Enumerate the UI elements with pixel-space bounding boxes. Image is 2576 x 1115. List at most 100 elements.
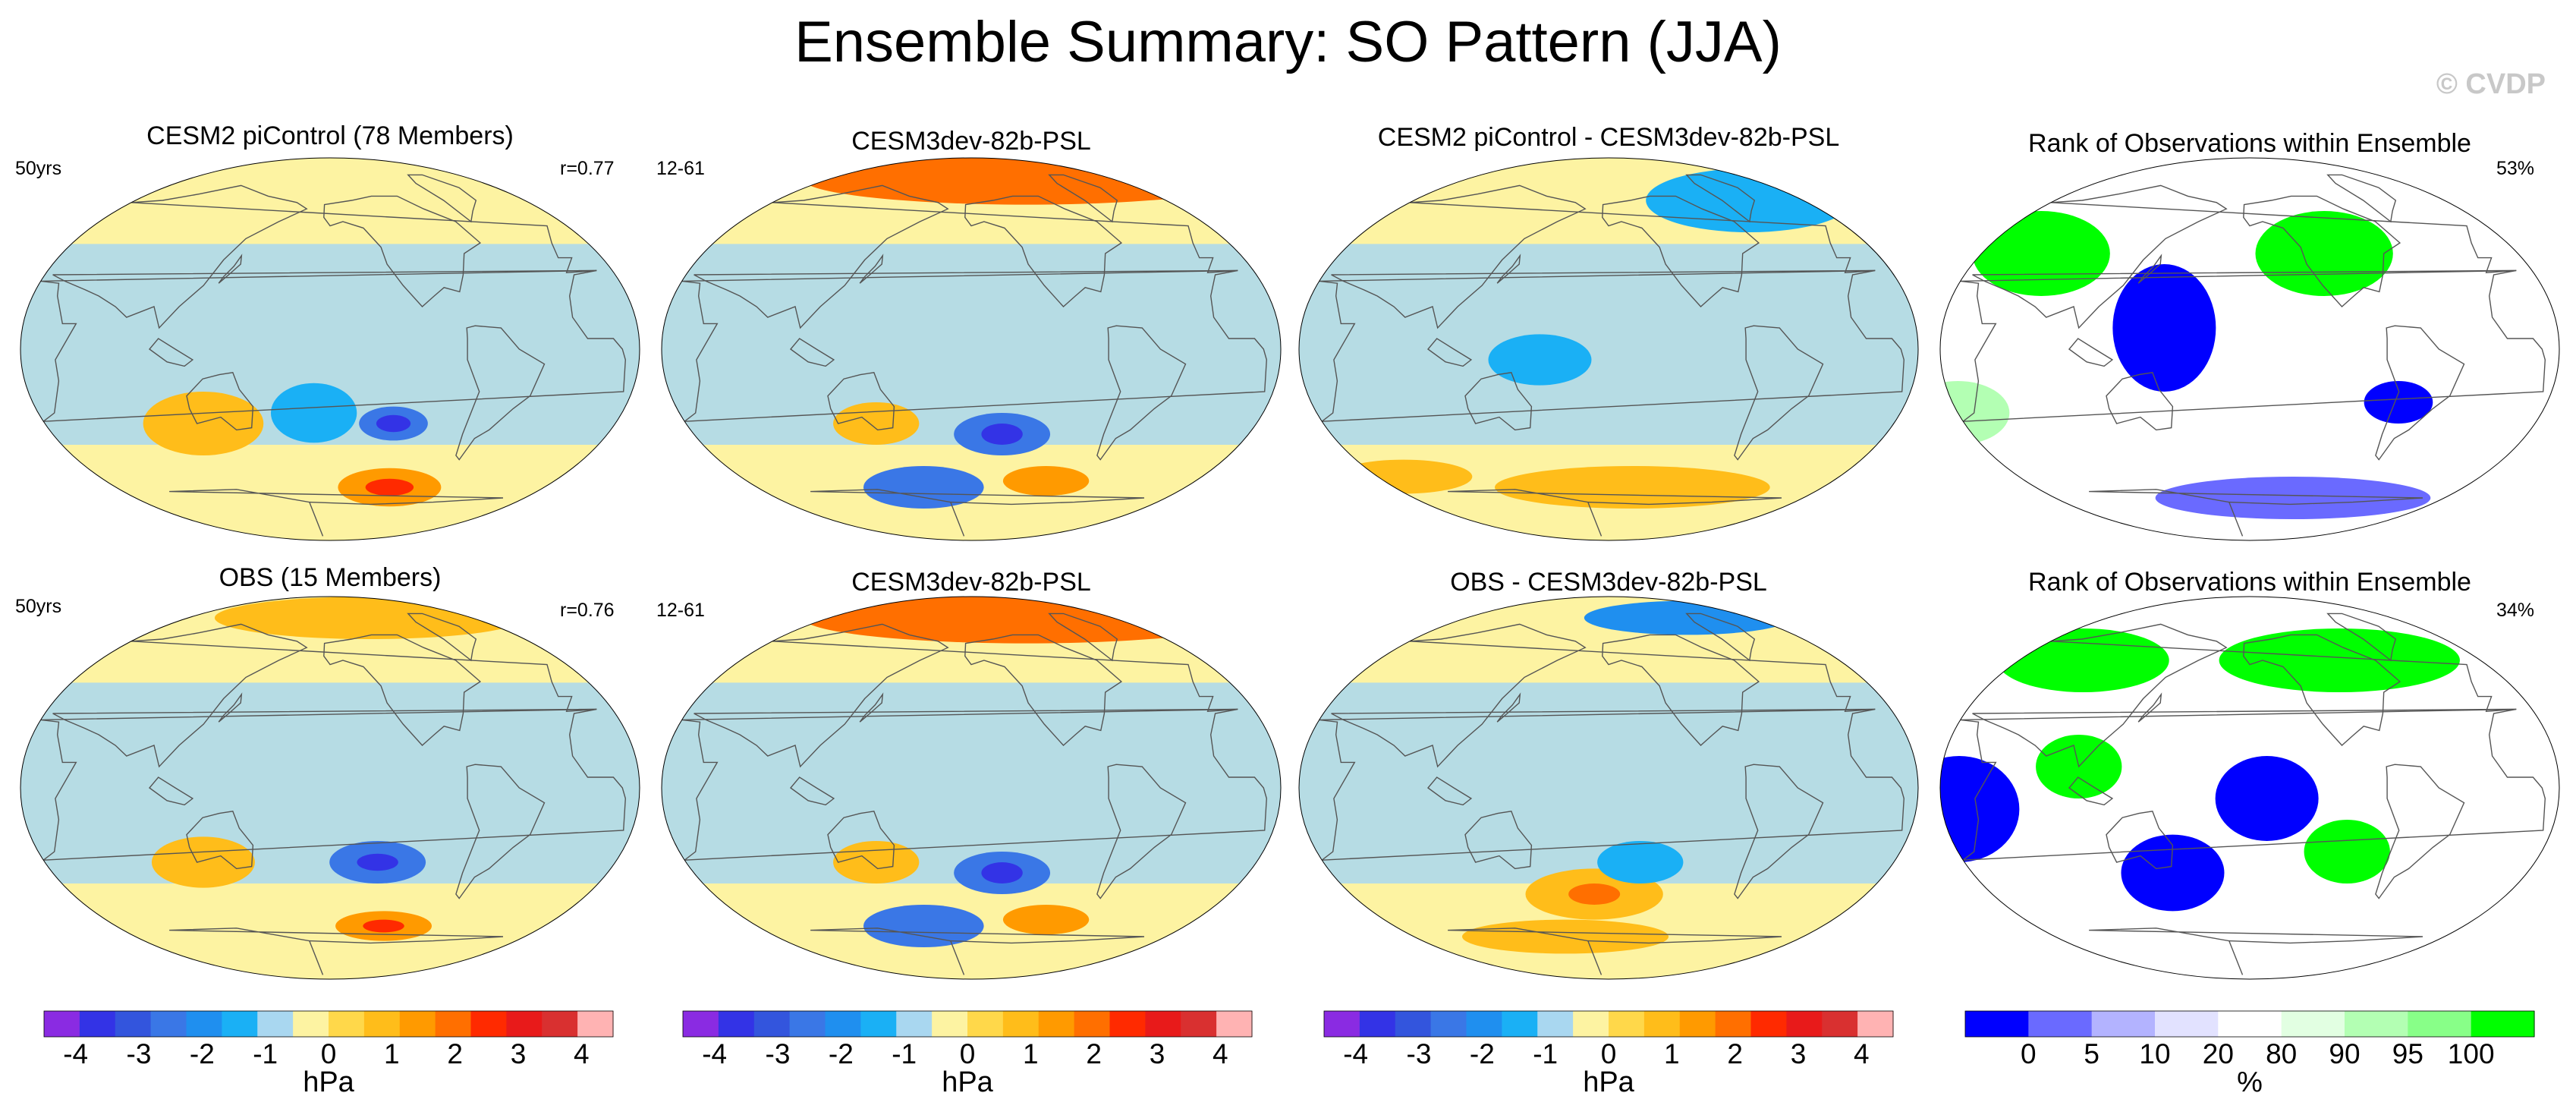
colorbar-tick-label: 0 bbox=[959, 1038, 976, 1069]
coastline-6 bbox=[1685, 613, 1756, 662]
colorbar-swatch-8 bbox=[329, 1011, 365, 1037]
map-panel-3 bbox=[1298, 157, 1919, 541]
colorbar-tick-label: -4 bbox=[702, 1038, 728, 1069]
colorbar-swatch-13 bbox=[1145, 1011, 1181, 1037]
map-outline bbox=[20, 596, 640, 980]
coastline-8 bbox=[2137, 254, 2162, 284]
map-feature-0 bbox=[2112, 264, 2216, 392]
coastline-7 bbox=[789, 776, 835, 806]
map-feature-3 bbox=[1002, 905, 1090, 935]
coastline-4 bbox=[827, 811, 895, 870]
map-outline bbox=[20, 157, 640, 541]
coastline-1 bbox=[2375, 764, 2465, 899]
coastline-6 bbox=[1048, 613, 1118, 662]
coastline-5 bbox=[2089, 489, 2423, 537]
colorbar-swatch-12 bbox=[1109, 1011, 1146, 1037]
map-panel-2 bbox=[661, 157, 1282, 541]
map-feature-0 bbox=[1646, 169, 1853, 232]
colorbar-swatch-14 bbox=[542, 1011, 578, 1037]
map-feature-2 bbox=[1972, 211, 2110, 296]
colorbar-tick-label: 10 bbox=[2139, 1038, 2171, 1069]
coastline-0 bbox=[1602, 195, 1760, 307]
colorbar-frame bbox=[43, 1010, 614, 1038]
map-feature-2 bbox=[357, 853, 398, 871]
coastline-2 bbox=[1972, 623, 2517, 768]
colorbar-swatch-7 bbox=[2408, 1011, 2472, 1037]
map-feature-4 bbox=[363, 919, 404, 933]
colorbar-swatch-13 bbox=[506, 1011, 543, 1037]
colorbar-swatch-8 bbox=[1609, 1011, 1645, 1037]
coastline-8 bbox=[218, 254, 243, 284]
colorbar-tick-label: -1 bbox=[1533, 1038, 1558, 1069]
map-outline bbox=[1298, 157, 1919, 541]
colorbar-1-units: hPa bbox=[303, 1066, 354, 1098]
coastline-0 bbox=[2243, 195, 2401, 307]
coastline-4 bbox=[186, 372, 254, 431]
coastline-3 bbox=[681, 708, 1268, 861]
colorbar-swatch-7 bbox=[1573, 1011, 1609, 1037]
map-panel-6 bbox=[661, 596, 1282, 980]
coastline-5 bbox=[810, 489, 1145, 537]
map-feature-3 bbox=[1597, 841, 1684, 883]
panel-title-1: CESM2 piControl (78 Members) bbox=[146, 121, 514, 150]
coastline-0 bbox=[964, 195, 1123, 307]
colorbar-4-ticks: 0 5 10 20 80 90 95 100 bbox=[1965, 1038, 2534, 1076]
coastline-0 bbox=[1602, 634, 1760, 746]
panel-title-6: CESM3dev-82b-PSL bbox=[851, 568, 1091, 597]
cvdp-watermark: © CVDP bbox=[2436, 68, 2546, 100]
colorbar-swatch-6 bbox=[1537, 1011, 1574, 1037]
coastline-3 bbox=[40, 269, 627, 423]
coastline-8 bbox=[1496, 692, 1521, 723]
colorbar-tick-label: -4 bbox=[63, 1038, 89, 1069]
panel-right-label-4: 53% bbox=[2496, 158, 2535, 179]
coastline-5 bbox=[2089, 928, 2423, 975]
colorbar-tick-label: 4 bbox=[574, 1038, 590, 1069]
coastline-1 bbox=[455, 325, 546, 461]
colorbar-2 bbox=[682, 1010, 1253, 1038]
map-base-band bbox=[662, 682, 1281, 883]
map-outline bbox=[1939, 157, 2560, 541]
coastline-5 bbox=[169, 489, 504, 537]
colorbar-tick-label: 2 bbox=[1086, 1038, 1102, 1069]
colorbar-swatch-15 bbox=[1216, 1011, 1253, 1037]
colorbar-3-units: hPa bbox=[1583, 1066, 1634, 1098]
map-feature-3 bbox=[1002, 466, 1090, 496]
colorbar-frame bbox=[1964, 1010, 2535, 1038]
colorbar-frame bbox=[1323, 1010, 1894, 1038]
colorbar-swatch-10 bbox=[1038, 1011, 1075, 1037]
map-feature-1 bbox=[1495, 466, 1770, 509]
coastline-0 bbox=[323, 634, 482, 746]
colorbar-tick-label: 100 bbox=[2447, 1038, 2495, 1069]
colorbar-tick-label: 20 bbox=[2202, 1038, 2234, 1069]
colorbar-swatch-14 bbox=[1181, 1011, 1217, 1037]
colorbar-swatch-2 bbox=[115, 1011, 152, 1037]
panel-left-label-2: 12-61 bbox=[656, 158, 705, 179]
colorbar-tick-label: -2 bbox=[828, 1038, 854, 1069]
colorbar-swatch-0 bbox=[683, 1011, 719, 1037]
colorbar-swatch-15 bbox=[1857, 1011, 1894, 1037]
map-feature-2 bbox=[981, 862, 1023, 883]
map-panel-5 bbox=[20, 596, 640, 980]
colorbar-4 bbox=[1964, 1010, 2535, 1038]
map-feature-2 bbox=[1488, 334, 1592, 386]
colorbar-tick-label: 80 bbox=[2266, 1038, 2298, 1069]
map-feature-1 bbox=[376, 414, 411, 433]
colorbar-tick-label: 0 bbox=[320, 1038, 337, 1069]
coastline-8 bbox=[218, 692, 243, 723]
colorbar-tick-label: 3 bbox=[1790, 1038, 1807, 1069]
panel-right-label-1: r=0.77 bbox=[560, 158, 615, 179]
coastline-5 bbox=[1448, 928, 1782, 975]
coastline-4 bbox=[2106, 811, 2174, 870]
colorbar-swatch-4 bbox=[2218, 1011, 2282, 1037]
map-feature-0 bbox=[2215, 756, 2319, 841]
colorbar-1-ticks: -4 -3 -2 -1 0 1 2 3 4 bbox=[44, 1038, 613, 1076]
colorbar-swatch-6 bbox=[257, 1011, 294, 1037]
map-outline bbox=[661, 157, 1282, 541]
panel-title-7: OBS - CESM3dev-82b-PSL bbox=[1450, 568, 1767, 597]
coastline-3 bbox=[1960, 708, 2546, 861]
colorbar-swatch-7 bbox=[293, 1011, 329, 1037]
map-feature-4 bbox=[2364, 381, 2433, 424]
coastline-7 bbox=[789, 338, 835, 367]
map-panel-8 bbox=[1939, 596, 2560, 980]
map-outline bbox=[1298, 596, 1919, 980]
